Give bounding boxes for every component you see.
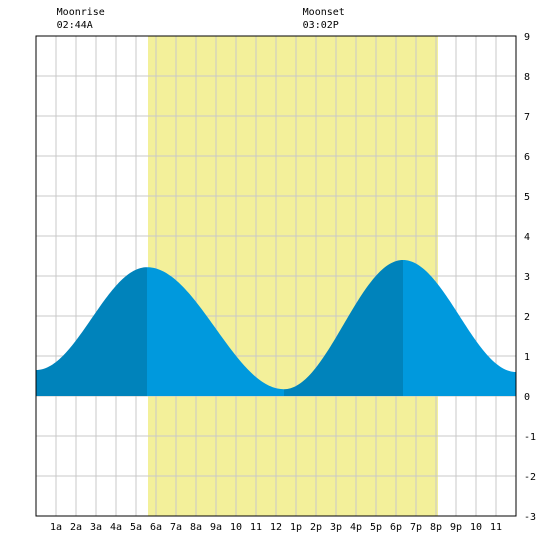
x-tick-label: 11 — [250, 522, 262, 533]
x-tick-label: 1p — [290, 522, 302, 533]
x-tick-label: 10 — [470, 522, 482, 533]
moon-event-label: Moonrise — [57, 7, 105, 18]
x-tick-label: 4p — [350, 522, 362, 533]
moon-event-time: 02:44A — [57, 20, 93, 31]
y-tick-label: 0 — [524, 392, 530, 403]
x-tick-label: 5p — [370, 522, 382, 533]
y-tick-label: 5 — [524, 192, 530, 203]
x-tick-label: 8p — [430, 522, 442, 533]
x-tick-label: 9a — [210, 522, 222, 533]
x-tick-label: 5a — [130, 522, 142, 533]
y-tick-label: 9 — [524, 32, 530, 43]
moon-event-label: Moonset — [303, 7, 345, 18]
y-tick-label: 8 — [524, 72, 530, 83]
x-tick-label: 2a — [70, 522, 82, 533]
tide-area-falling — [403, 260, 516, 396]
tide-area-falling — [147, 267, 284, 396]
x-tick-label: 6a — [150, 522, 162, 533]
y-tick-label: -2 — [524, 472, 536, 483]
moon-event-time: 03:02P — [303, 20, 339, 31]
y-tick-label: 7 — [524, 112, 530, 123]
x-tick-label: 3a — [90, 522, 102, 533]
y-tick-label: 6 — [524, 152, 530, 163]
plot-frame — [35, 35, 517, 517]
x-tick-label: 4a — [110, 522, 122, 533]
x-tick-label: 3p — [330, 522, 342, 533]
tide-area-rising — [36, 267, 147, 396]
x-tick-label: 10 — [230, 522, 242, 533]
y-tick-label: 2 — [524, 312, 530, 323]
x-tick-label: 7a — [170, 522, 182, 533]
x-tick-label: 2p — [310, 522, 322, 533]
tide-area-rising — [284, 260, 403, 396]
x-tick-label: 7p — [410, 522, 422, 533]
x-tick-label: 1a — [50, 522, 62, 533]
y-tick-label: 3 — [524, 272, 530, 283]
y-tick-label: 1 — [524, 352, 530, 363]
x-tick-label: 9p — [450, 522, 462, 533]
x-tick-label: 8a — [190, 522, 202, 533]
x-tick-label: 12 — [270, 522, 282, 533]
x-tick-label: 6p — [390, 522, 402, 533]
x-tick-label: 11 — [490, 522, 502, 533]
y-tick-label: 4 — [524, 232, 530, 243]
y-tick-label: -3 — [524, 512, 536, 523]
y-tick-label: -1 — [524, 432, 536, 443]
